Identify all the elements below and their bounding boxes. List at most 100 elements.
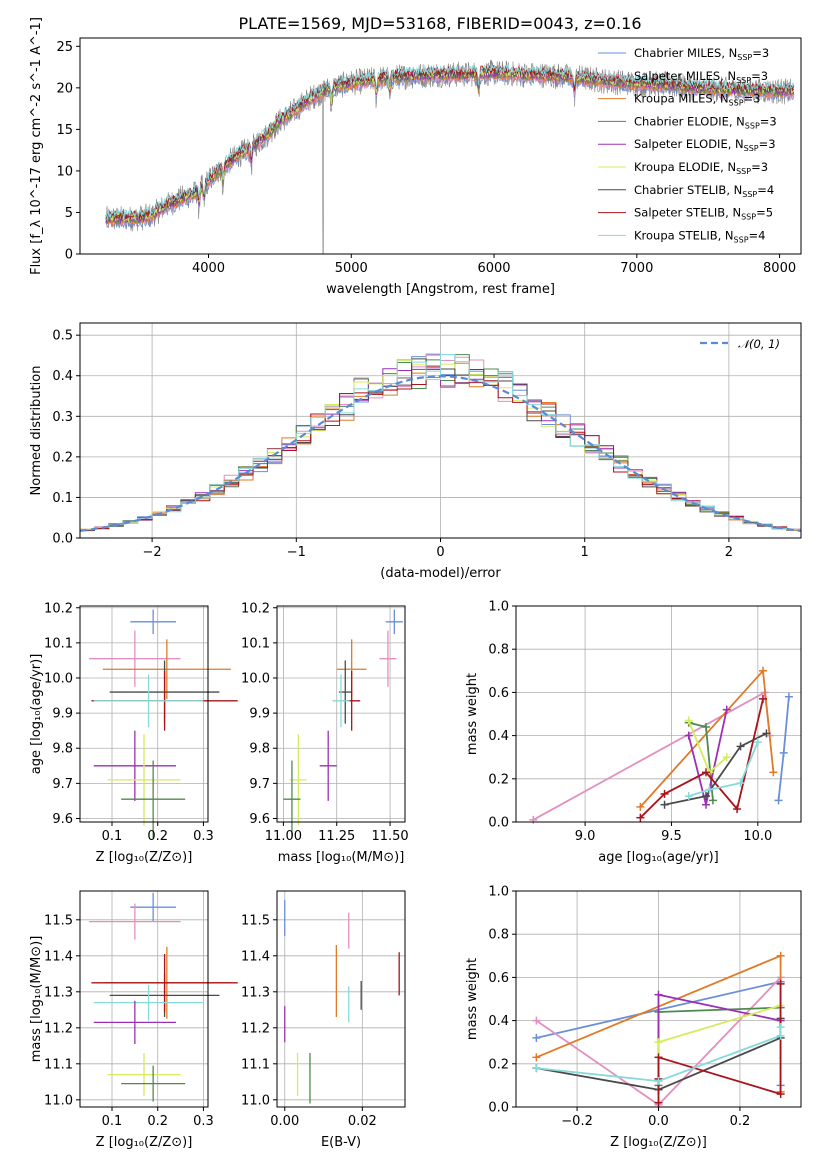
y-tick-label: 10.0 xyxy=(44,672,73,687)
y-tick-label: 10 xyxy=(56,164,73,179)
series-marker xyxy=(529,815,538,824)
legend-entry-text: Salpeter ELODIE, N xyxy=(634,137,744,151)
mass-vs-EBV-panel: 0.00 0.02 11.0 11.1 11.2 11.3 11.4 11.5 E(B-V) xyxy=(241,890,406,1150)
errorbar-point xyxy=(283,760,301,838)
errorbar-point xyxy=(93,1000,176,1044)
x-axis-label: Z [log₁₀(Z/Z⊙)] xyxy=(96,850,193,865)
y-axis-label: Normed distribution xyxy=(29,366,44,496)
legend-entry-subscript: SSP xyxy=(736,167,751,176)
y-axis-label: mass [log₁₀(M/M⊙)] xyxy=(29,936,44,1063)
legend-entry-tail: =5 xyxy=(756,206,773,220)
x-axis-label: wavelength [Angstrom, rest frame] xyxy=(326,282,555,297)
series-marker xyxy=(722,705,731,714)
x-tick-label: 0.2 xyxy=(147,1114,168,1129)
series-marker xyxy=(702,792,710,801)
y-tick-label: 10.2 xyxy=(44,601,73,616)
legend-entry-tail: =3 xyxy=(751,160,768,174)
series-marker xyxy=(759,666,767,675)
y-tick-label: 5 xyxy=(65,206,73,221)
x-tick-label: 11.50 xyxy=(371,829,408,844)
series-marker xyxy=(736,742,745,751)
errorbar-point xyxy=(289,734,307,826)
legend-entry-text: Chabrier MILES, N xyxy=(634,46,737,60)
legend-entry-text: Kroupa ELODIE, N xyxy=(634,160,736,174)
spectrum-model-line xyxy=(105,63,795,220)
residuals-legend: 𝒩(0, 1) xyxy=(700,337,780,351)
series-marker xyxy=(684,792,693,801)
y-tick-label: 0.6 xyxy=(488,686,509,701)
legend-entry-subscript: SSP xyxy=(744,144,759,153)
x-tick-label: 0.00 xyxy=(270,1114,299,1129)
series-marker xyxy=(776,979,785,988)
legend-entry-tail: =4 xyxy=(757,183,774,197)
legend-entry-text: Chabrier STELIB, N xyxy=(634,183,742,197)
axes-frame xyxy=(276,605,406,823)
series-marker xyxy=(532,1033,541,1042)
x-tick-label: −1 xyxy=(287,545,306,560)
y-tick-label: 0.2 xyxy=(52,450,73,465)
series-marker xyxy=(776,1090,785,1099)
legend-entry-text: Salpeter MILES, N xyxy=(634,69,736,83)
x-tick-label: 0.2 xyxy=(147,829,168,844)
legend-entry-tail: =4 xyxy=(749,228,766,242)
x-axis-label: (data-model)/error xyxy=(380,566,501,581)
y-tick-label: 15 xyxy=(56,123,73,138)
y-tick-label: 0.6 xyxy=(488,971,509,986)
y-tick-label: 0.3 xyxy=(52,410,73,425)
y-tick-label: 0.0 xyxy=(488,816,509,831)
y-tick-label: 10.2 xyxy=(241,601,270,616)
series-marker xyxy=(776,951,785,960)
x-tick-label: 11.25 xyxy=(318,829,355,844)
series-marker xyxy=(762,729,771,738)
mass-weight-vs-Z-panel: −0.2 0.0 0.2 0.0 0.2 0.4 0.6 0.8 1.0 Z [log₁₀(Z/Z… xyxy=(465,885,802,1150)
y-tick-label: 9.7 xyxy=(52,777,73,792)
legend-entry-text: Chabrier ELODIE, N xyxy=(634,114,745,128)
errorbar-point xyxy=(93,984,204,1021)
series-marker xyxy=(702,722,710,731)
y-tick-label: 0.4 xyxy=(52,369,73,384)
x-axis-label: Z [log₁₀(Z/Z⊙)] xyxy=(96,1135,193,1150)
series-marker xyxy=(784,692,793,701)
series-line xyxy=(536,1027,782,1083)
x-tick-label: 0.0 xyxy=(648,1114,669,1129)
y-tick-label: 0 xyxy=(65,248,73,263)
x-tick-label: −2 xyxy=(143,545,162,560)
y-tick-label: 11.1 xyxy=(241,1057,270,1072)
spectrum-data-line xyxy=(105,59,794,254)
spectrum-model-line xyxy=(105,65,795,220)
errorbar-point xyxy=(121,1065,186,1102)
y-tick-label: 9.6 xyxy=(52,812,73,827)
x-tick-label: 0.2 xyxy=(730,1114,751,1129)
x-tick-label: 6000 xyxy=(477,261,510,276)
x-tick-label: 0.3 xyxy=(193,829,214,844)
series-marker xyxy=(753,738,762,747)
y-tick-label: 10.1 xyxy=(44,636,73,651)
legend-entry: Kroupa MILES, NSSP=3 xyxy=(634,92,760,108)
errorbar-point xyxy=(93,674,204,728)
legend-entry: Salpeter ELODIE, NSSP=3 xyxy=(634,137,776,153)
series-marker xyxy=(774,796,783,805)
axes-frame xyxy=(79,37,802,255)
y-tick-label: 11.4 xyxy=(44,949,73,964)
legend-entry: Kroupa STELIB, NSSP=4 xyxy=(634,228,765,244)
series-marker xyxy=(636,813,645,822)
y-tick-label: 11.2 xyxy=(241,1021,270,1036)
legend-entry-tail: =3 xyxy=(752,46,769,60)
y-tick-label: 9.8 xyxy=(249,742,270,757)
y-axis-label: mass weight xyxy=(465,958,480,1040)
legend-entry-tail: =3 xyxy=(759,137,776,151)
series-marker xyxy=(684,716,693,725)
legend-entry-subscript: SSP xyxy=(737,53,752,62)
series-marker xyxy=(779,748,788,757)
y-tick-label: 9.8 xyxy=(52,742,73,757)
legend-entry: Salpeter STELIB, NSSP=5 xyxy=(634,206,773,222)
series-line xyxy=(688,741,759,797)
y-tick-label: 9.9 xyxy=(249,707,270,722)
y-tick-label: 10.1 xyxy=(241,636,270,651)
x-axis-label: mass [log₁₀(M/M⊙)] xyxy=(278,850,405,865)
residuals-plot-area xyxy=(80,353,801,538)
legend-entry: Chabrier STELIB, NSSP=4 xyxy=(634,183,774,199)
y-tick-label: 11.4 xyxy=(241,949,270,964)
legend-entry-subscript: SSP xyxy=(741,213,756,222)
